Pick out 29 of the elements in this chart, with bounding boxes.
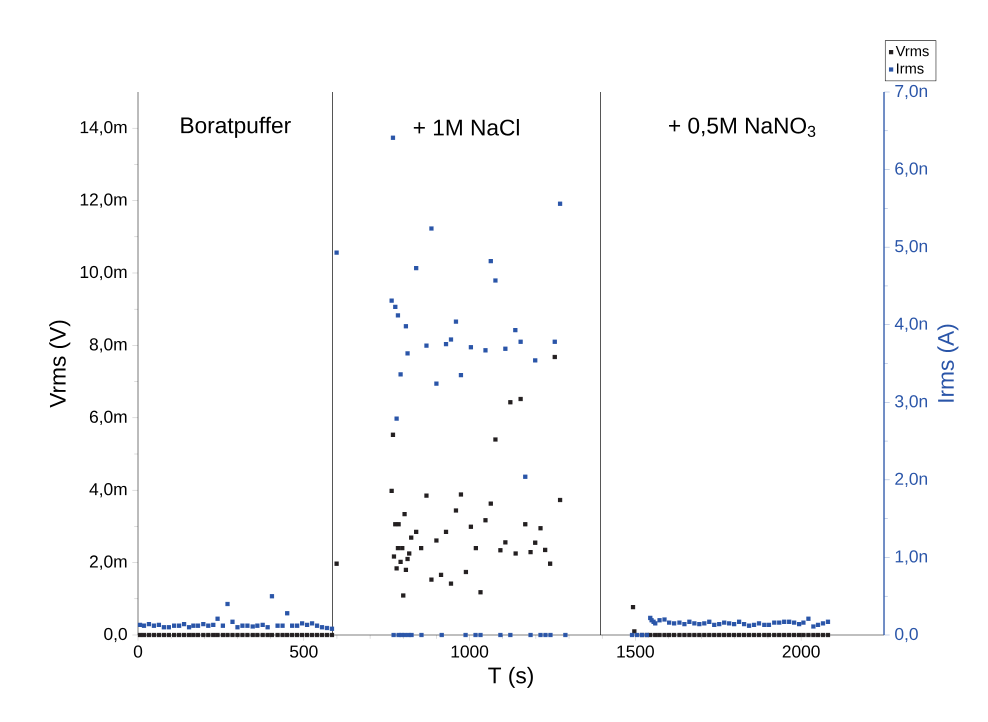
annotation: Boratpuffer (181, 116, 291, 138)
x-axis-title: T (s) (488, 666, 533, 688)
y2-tick-label: 3,0n (895, 395, 928, 410)
y-tick-label: 8,0m (90, 338, 126, 353)
x-tick-label: 2000 (782, 645, 820, 658)
y-tick-label: 10,0m (80, 266, 126, 280)
y2-tick-label: 0,0 (895, 628, 918, 642)
y-tick-label: 12,0m (80, 193, 126, 208)
y2-tick-label: 1,0n (896, 550, 928, 565)
y-tick-label: 4,0m (89, 483, 126, 498)
x-tick-label: 500 (290, 645, 318, 658)
y2-tick-label: 2,0n (895, 472, 928, 488)
y-tick-label: 14,0m (80, 121, 126, 136)
legend-label: Irms (896, 63, 924, 74)
y-axis-title: Vrms (V) (49, 320, 70, 408)
y-tick-label: 6,0m (90, 410, 126, 425)
x-tick-label: 1000 (452, 645, 488, 658)
legend-label: Vrms (896, 46, 929, 56)
y2-tick-label: 6,0n (895, 162, 928, 177)
annotation: + 0,5M NaNO$_{3}$ (669, 118, 816, 137)
y-tick-label: 0,0 (104, 628, 127, 642)
y2-tick-label: 5,0n (895, 240, 928, 254)
annotation: + 1M NaCl (414, 118, 519, 136)
x-tick-label: 1500 (617, 645, 654, 658)
x-tick-label: 0 (134, 645, 142, 658)
y-tick-label: 2,0m (90, 555, 126, 570)
y2-tick-label: 4,0n (894, 318, 928, 332)
y2-axis-title: Irms (A) (937, 324, 958, 402)
y2-tick-label: 7,0n (895, 84, 928, 100)
